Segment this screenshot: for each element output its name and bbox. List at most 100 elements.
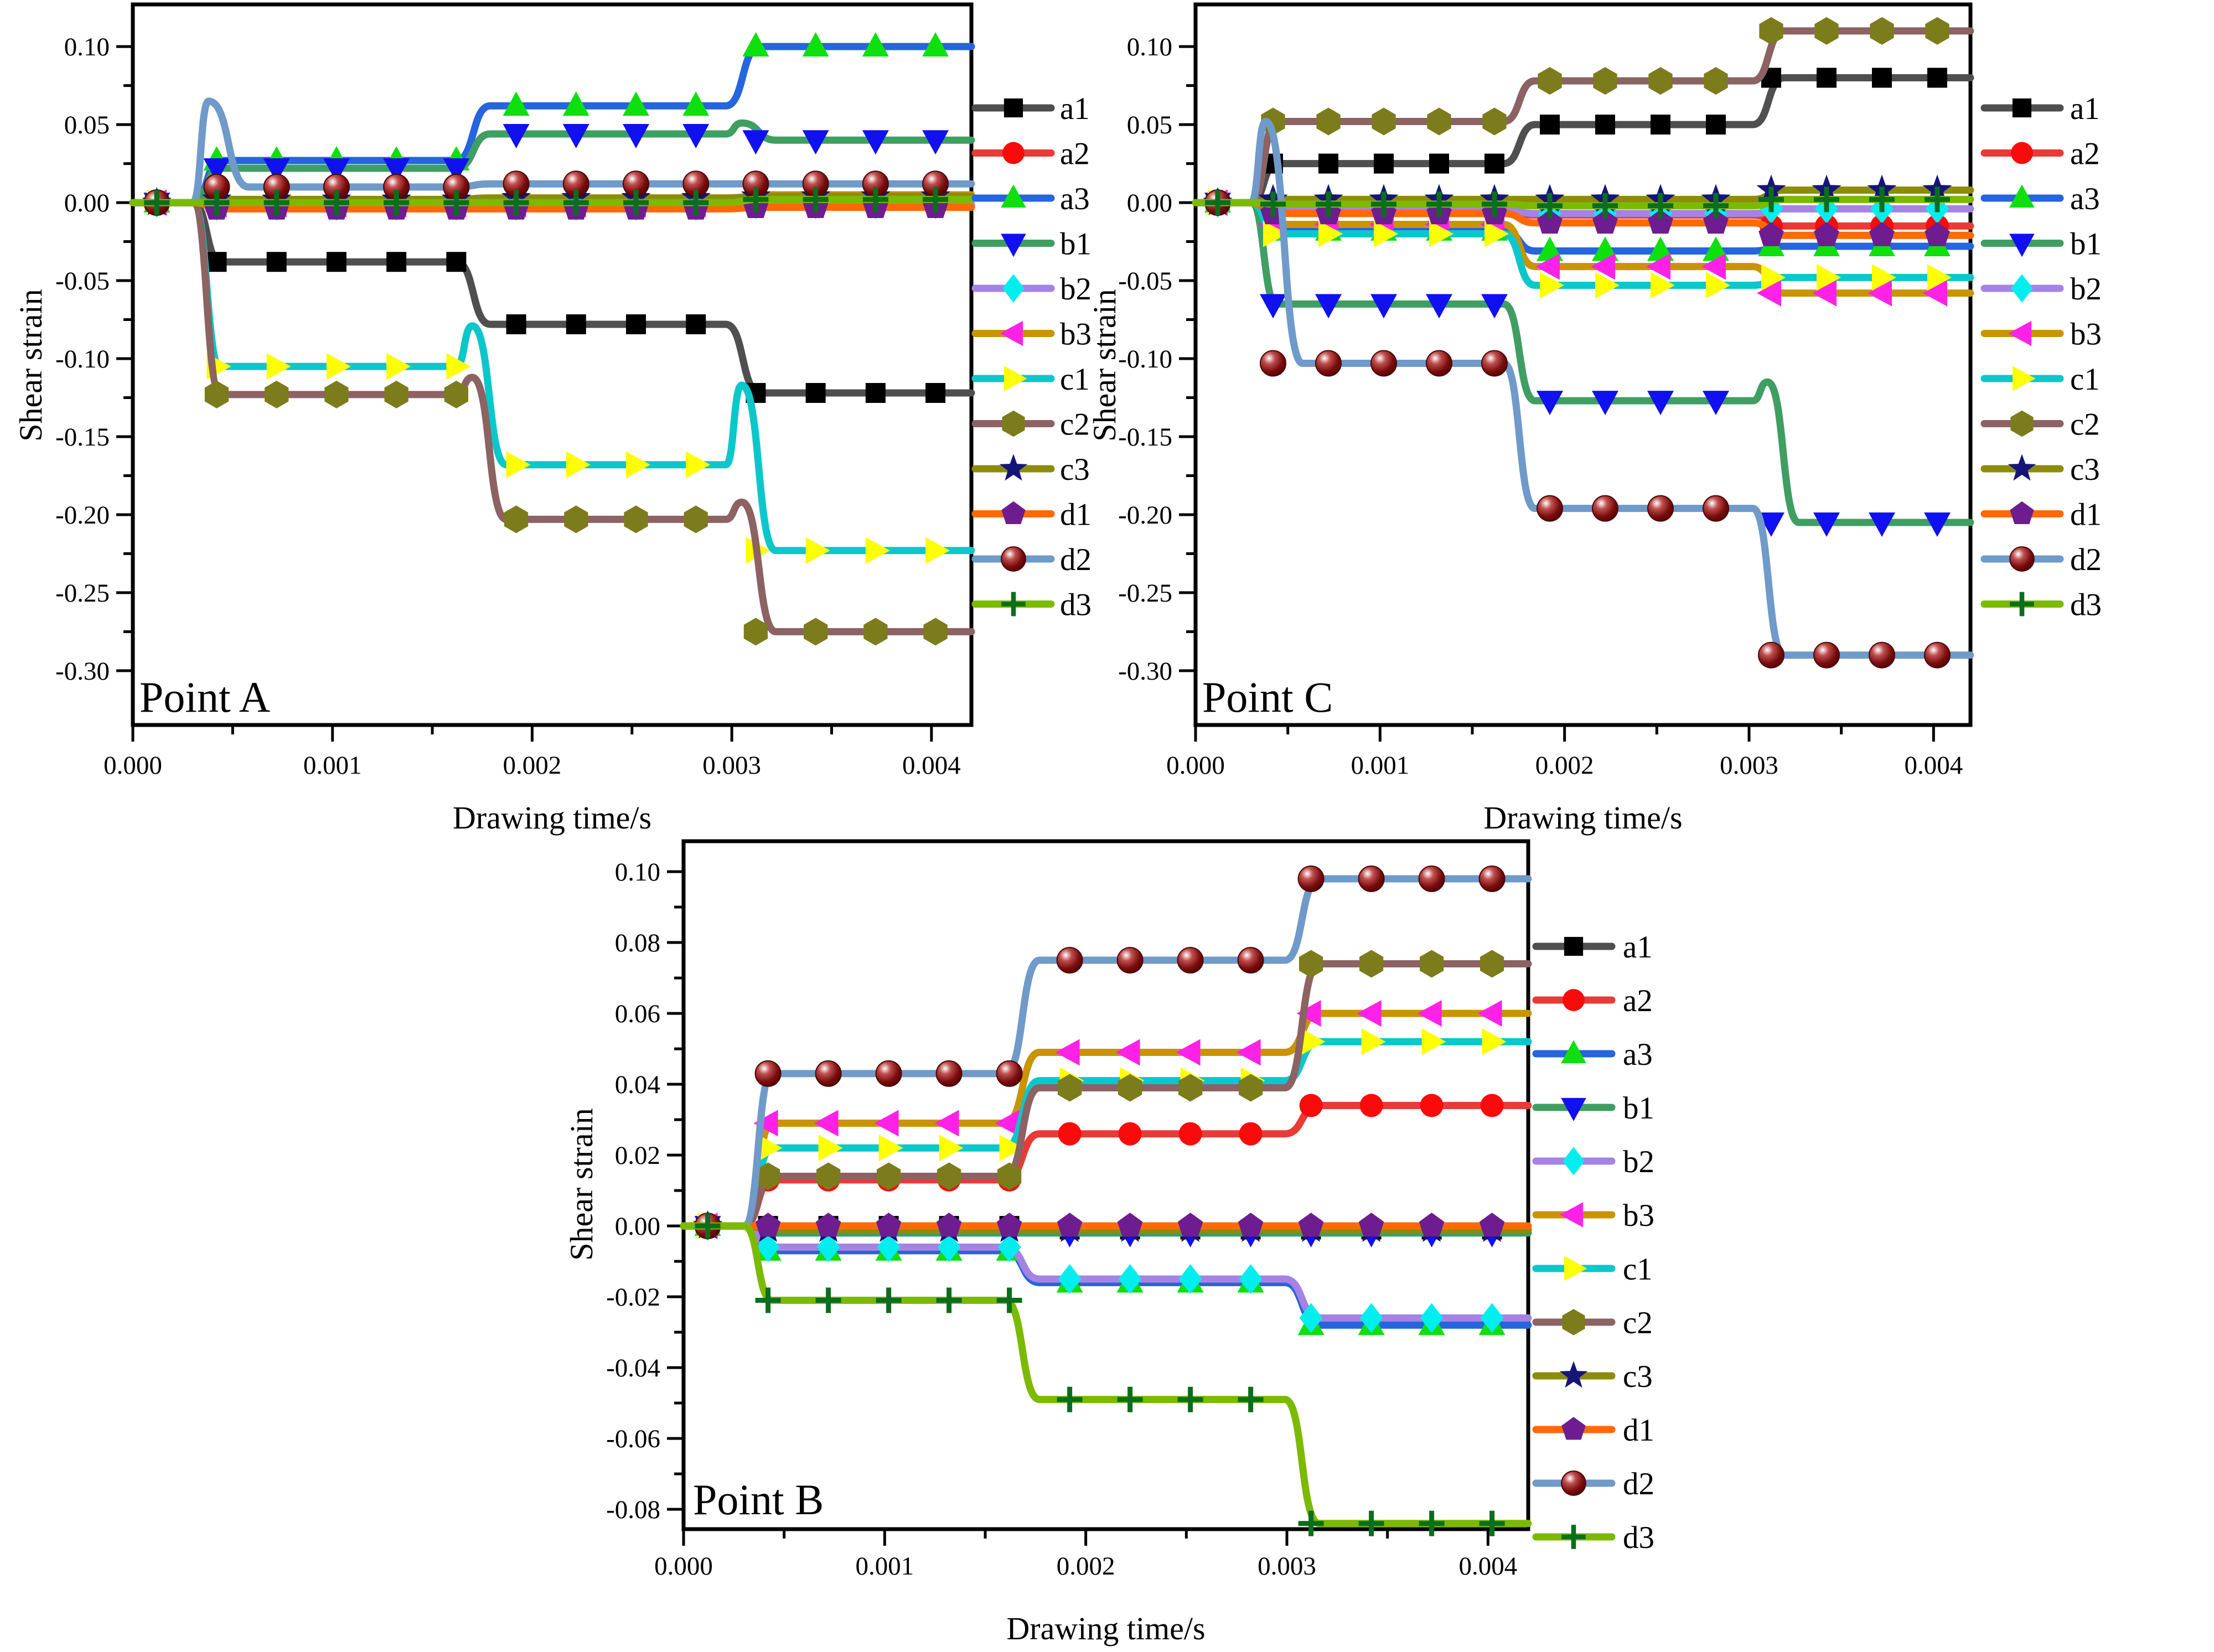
triangle-down-icon (742, 130, 769, 155)
legend-label-b2: b2 (2070, 272, 2102, 307)
legend-item-c2: c2 (971, 407, 1090, 442)
triangle-right-icon (1651, 272, 1675, 299)
square-icon (686, 314, 706, 334)
sphere-icon (1177, 947, 1204, 974)
sphere-icon (996, 1060, 1023, 1087)
hexagon-icon (863, 618, 888, 646)
legend-label-c2: c2 (2070, 407, 2100, 442)
legend-item-a2: a2 (971, 137, 1090, 172)
plus-icon (1205, 190, 1230, 216)
hexagon-icon (803, 618, 828, 646)
pentagon-icon (755, 1213, 781, 1237)
legend-label-b2: b2 (1623, 1145, 1654, 1179)
hexagon-icon (816, 1162, 841, 1190)
y-axis-tick-label: -0.02 (606, 1283, 660, 1312)
diamond-icon (1480, 1303, 1504, 1333)
plus-icon (1419, 1510, 1445, 1536)
legend-plus-icon (1001, 592, 1026, 617)
hexagon-icon (1759, 17, 1783, 45)
square-icon (1706, 115, 1726, 135)
square-icon (566, 314, 586, 334)
legend-triangle-down-icon (1001, 234, 1026, 257)
triangle-down-icon (1703, 391, 1729, 416)
plus-icon (1358, 1510, 1384, 1536)
y-axis-tick-label: -0.20 (55, 501, 110, 530)
legend-label-b1: b1 (2070, 227, 2102, 262)
panel-label: Point B (693, 1475, 824, 1524)
plus-icon (1925, 187, 1950, 213)
legend-item-a3: a3 (971, 182, 1090, 216)
hexagon-icon (876, 1162, 901, 1190)
hexagon-icon (564, 505, 588, 534)
circle-icon (1118, 1122, 1142, 1146)
y-axis-ticks (1179, 45, 1196, 672)
plus-icon (144, 190, 170, 216)
triangle-right-icon (1482, 1028, 1507, 1055)
legend-item-b2: b2 (1980, 272, 2102, 307)
legend-item-a1: a1 (1532, 930, 1653, 965)
diamond-icon (1299, 1303, 1323, 1333)
series-b2-line (680, 1222, 1532, 1322)
triangle-right-icon (1595, 272, 1620, 299)
square-icon (1540, 115, 1560, 135)
plus-icon (1537, 193, 1563, 219)
plus-icon (923, 187, 949, 213)
triangle-right-icon (878, 1135, 903, 1162)
square-icon (206, 252, 227, 272)
y-axis-tick-label: 0.10 (64, 33, 110, 61)
legend-label-c2: c2 (1060, 407, 1090, 442)
x-axis-tick-label: 0.001 (855, 1552, 914, 1581)
sphere-icon (1703, 495, 1729, 522)
legend-label-c2: c2 (1623, 1306, 1653, 1340)
triangle-up-icon (682, 91, 710, 116)
series-c2-line (1192, 27, 1974, 206)
plot-frame (681, 839, 1530, 1531)
triangle-down-icon (1924, 512, 1951, 537)
pentagon-icon (1648, 209, 1673, 234)
series-c2-line (680, 960, 1532, 1230)
triangle-left-icon (1923, 279, 1947, 307)
x-axis-tick-label: 0.001 (303, 751, 362, 780)
sphere-icon (935, 1060, 963, 1087)
triangle-right-icon (999, 1135, 1024, 1162)
triangle-right-icon (446, 353, 471, 380)
legend-label-b1: b1 (1060, 227, 1092, 262)
legend-triangle-left-icon (1000, 320, 1023, 346)
triangle-left-icon (1296, 1000, 1321, 1027)
square-icon (1927, 68, 1947, 88)
triangle-left-icon (1646, 253, 1670, 280)
y-axis-tick-label: 0.10 (1127, 33, 1172, 61)
plus-icon (1703, 193, 1729, 219)
square-icon (626, 314, 646, 334)
triangle-left-icon (814, 1110, 839, 1137)
plus-icon (1479, 1510, 1505, 1536)
sphere-icon (1758, 641, 1784, 669)
legend-hexagon-icon (1562, 1309, 1585, 1335)
pentagon-icon (1238, 1213, 1264, 1237)
legend-item-c1: c1 (971, 362, 1090, 397)
legend-triangle-up-icon (1561, 1040, 1586, 1064)
legend-label-d3: d3 (1623, 1520, 1654, 1555)
triangle-up-icon (922, 32, 949, 57)
x-axis-tick-label: 0.004 (902, 751, 961, 780)
y-axis-tick-label: 0.05 (1127, 111, 1172, 139)
square-icon (266, 252, 287, 272)
hexagon-icon (1427, 107, 1451, 136)
triangle-up-icon (623, 91, 649, 116)
plus-icon (1648, 193, 1673, 219)
circle-icon (1239, 1122, 1263, 1146)
x-axis-ticks (131, 725, 933, 742)
series-d3-markers (1205, 187, 1950, 219)
triangle-down-icon (1813, 512, 1840, 537)
legend-item-b3: b3 (1980, 317, 2102, 352)
pentagon-icon (1358, 1213, 1384, 1237)
y-axis-title: Shear strain (563, 1108, 599, 1260)
y-axis-tick-label: -0.30 (1118, 657, 1172, 686)
y-axis-tick-label: -0.10 (55, 345, 110, 374)
hexagon-icon (1299, 950, 1323, 978)
triangle-left-icon (1868, 279, 1892, 307)
triangle-up-icon (862, 32, 889, 57)
square-icon (1872, 68, 1892, 88)
series-b3-markers (693, 1000, 1502, 1240)
legend-label-c1: c1 (2070, 362, 2100, 397)
